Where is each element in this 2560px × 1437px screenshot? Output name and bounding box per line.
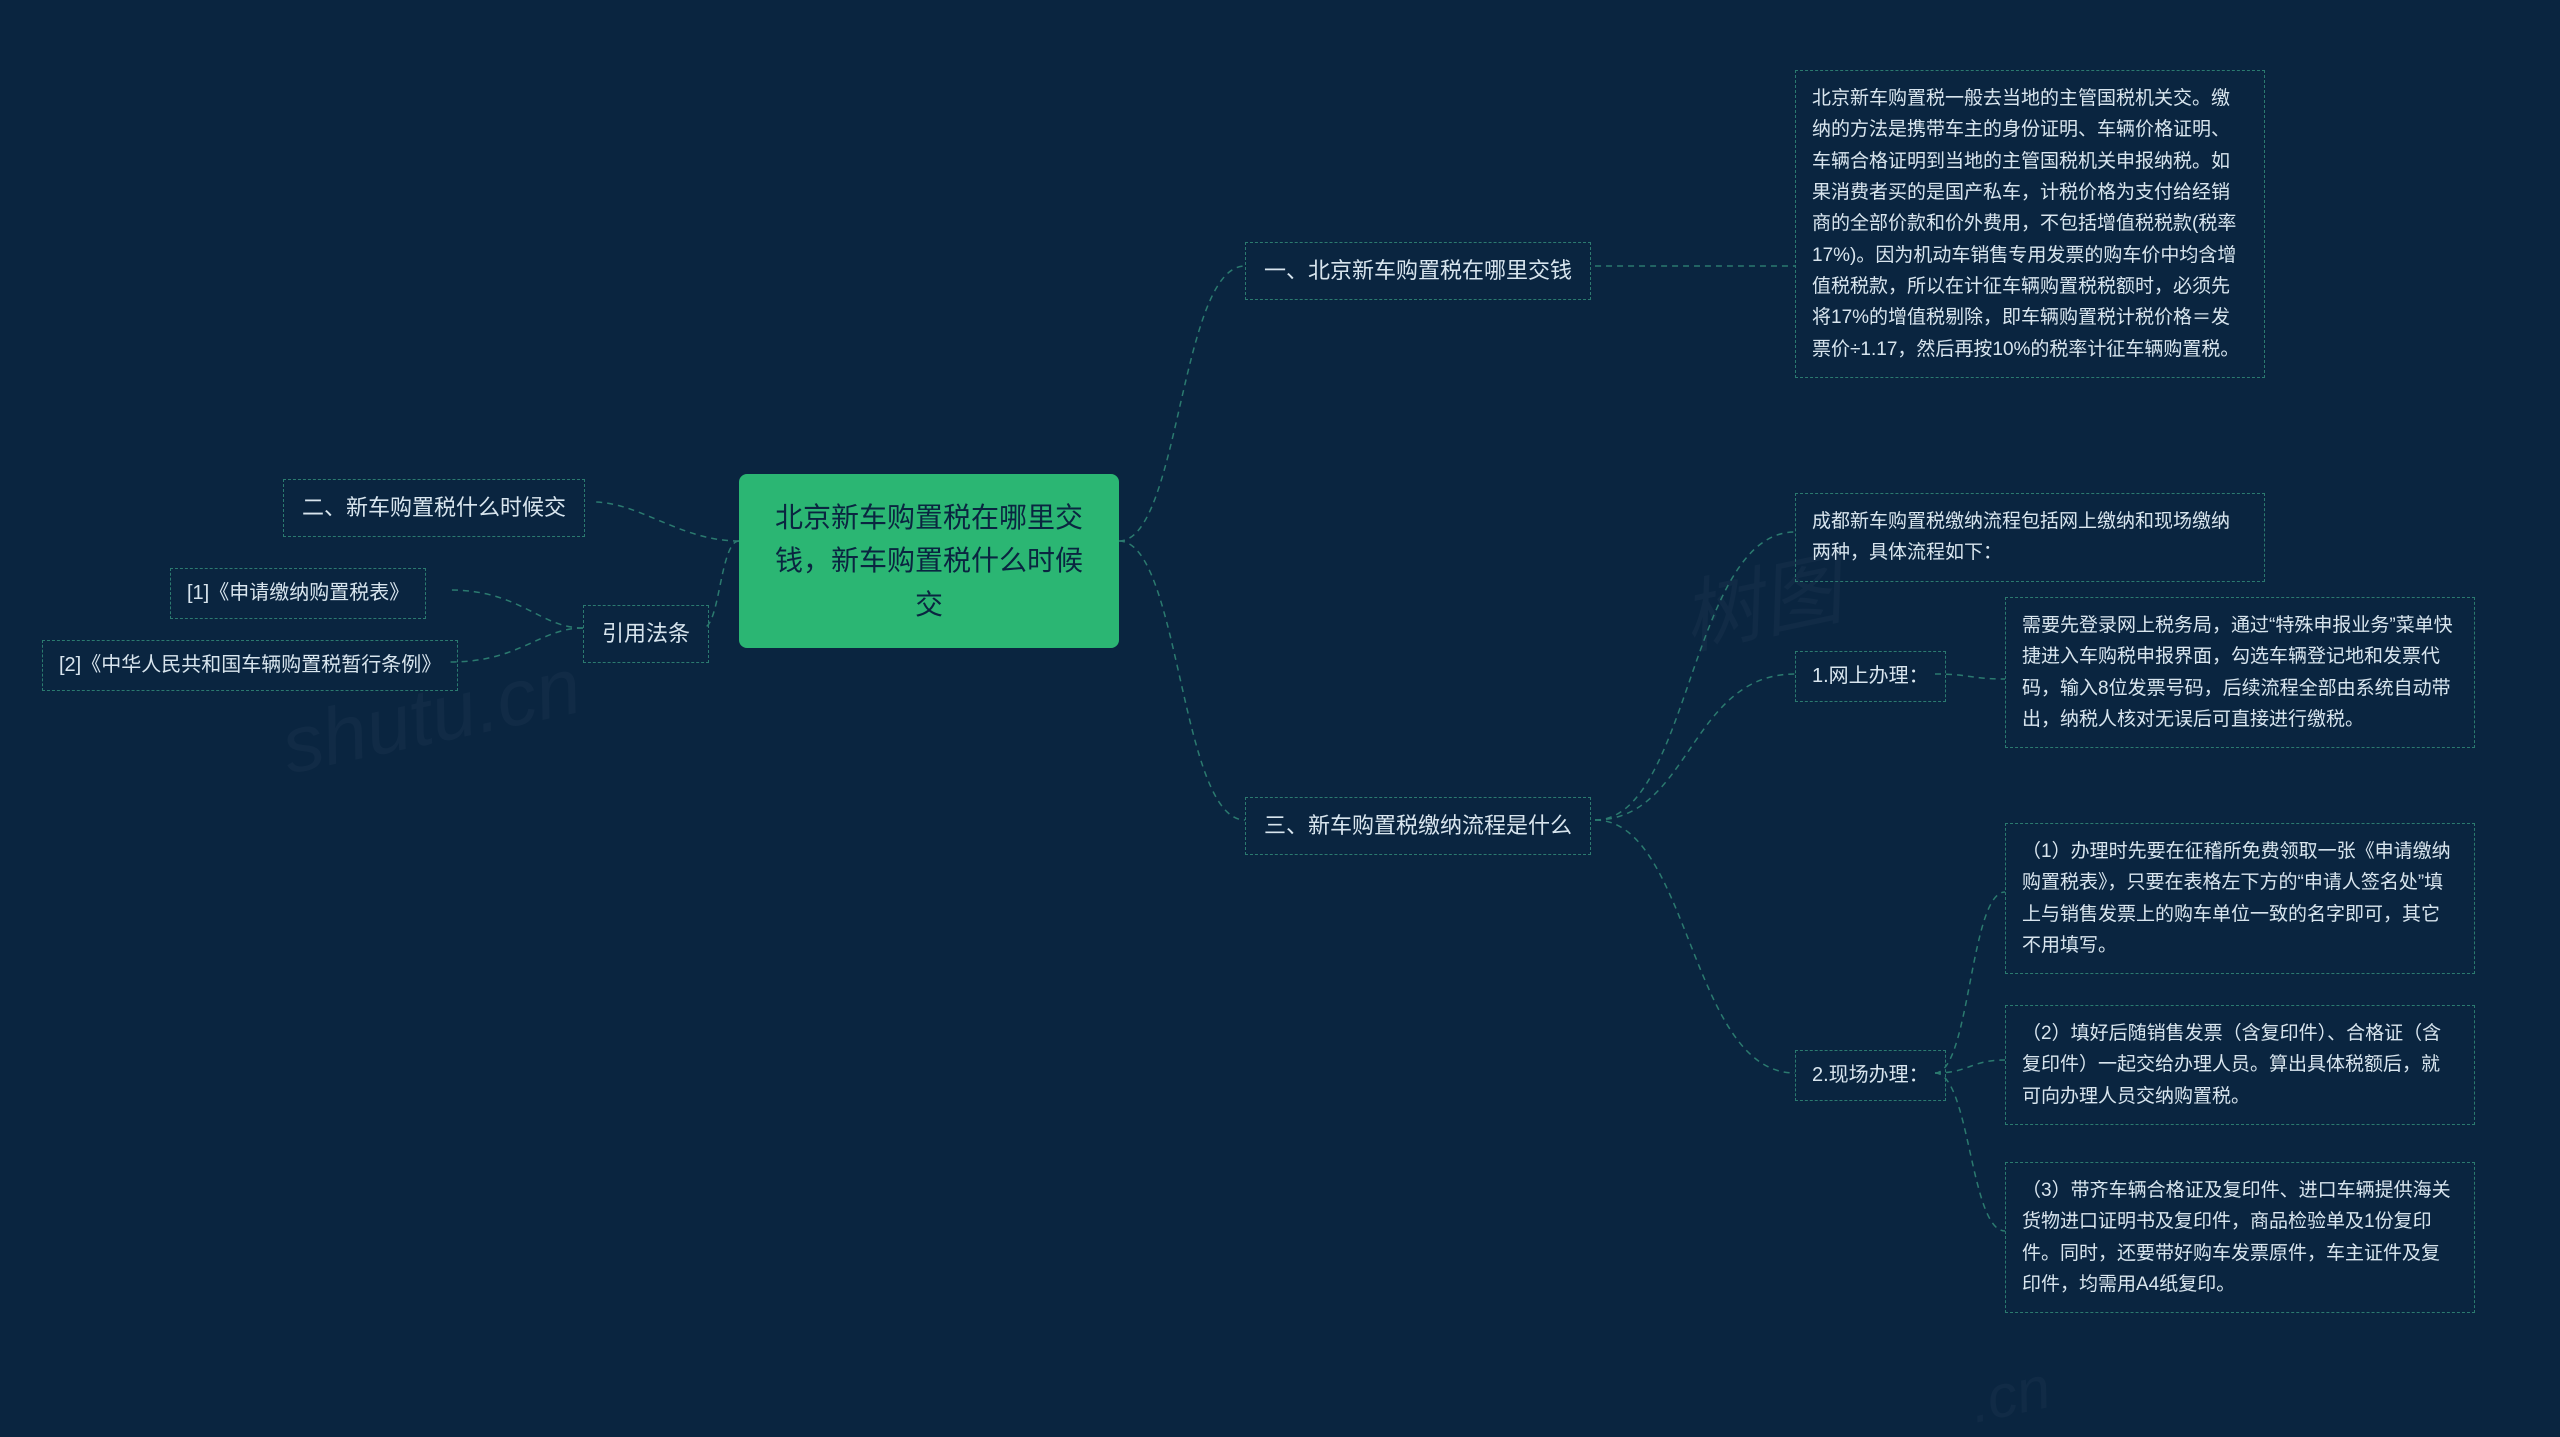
onsite-step-1: （1）办理时先要在征稽所免费领取一张《申请缴纳购置税表》，只要在表格左下方的“申… [2005,823,2475,974]
branch-when-to-pay: 二、新车购置税什么时候交 [283,479,585,537]
mindmap-root: 北京新车购置税在哪里交 钱，新车购置税什么时候 交 [739,474,1119,648]
where-to-pay-detail: 北京新车购置税一般去当地的主管国税机关交。缴纳的方法是携带车主的身份证明、车辆价… [1795,70,2265,378]
branch-online: 1.网上办理： [1795,651,1946,702]
branch-citations: 引用法条 [583,605,709,663]
branch-where-to-pay: 一、北京新车购置税在哪里交钱 [1245,242,1591,300]
branch-onsite: 2.现场办理： [1795,1050,1946,1101]
onsite-step-2: （2）填好后随销售发票（含复印件）、合格证（含复印件）一起交给办理人员。算出具体… [2005,1005,2475,1125]
citation-2: [2]《中华人民共和国车辆购置税暂行条例》 [42,640,458,691]
watermark: .cn [1964,1352,2057,1436]
onsite-step-3: （3）带齐车辆合格证及复印件、进口车辆提供海关货物进口证明书及复印件，商品检验单… [2005,1162,2475,1313]
citation-1: [1]《申请缴纳购置税表》 [170,568,426,619]
online-detail: 需要先登录网上税务局，通过“特殊申报业务”菜单快捷进入车购税申报界面，勾选车辆登… [2005,597,2475,748]
process-intro: 成都新车购置税缴纳流程包括网上缴纳和现场缴纳两种，具体流程如下： [1795,493,2265,582]
branch-process: 三、新车购置税缴纳流程是什么 [1245,797,1591,855]
